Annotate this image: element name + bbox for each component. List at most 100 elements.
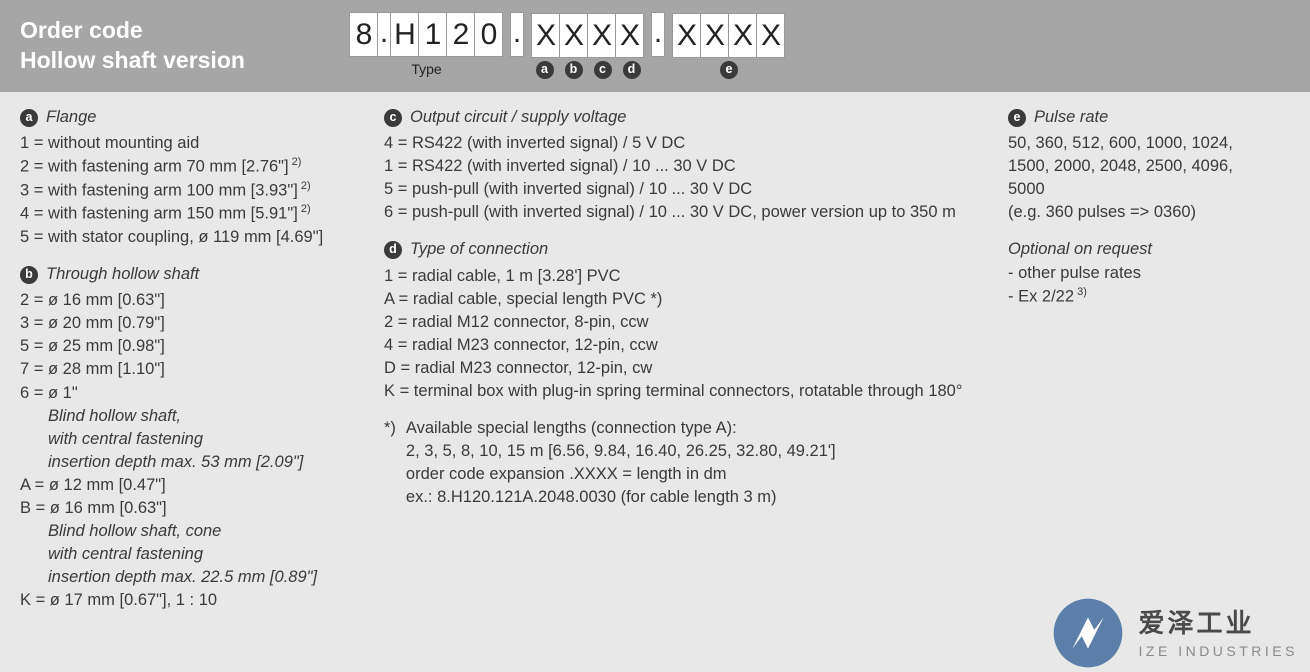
code-block-abcd: X X X X a b c d bbox=[532, 13, 644, 79]
opt-line: 4 = with fastening arm 150 mm [5.91"] 2) bbox=[20, 202, 360, 226]
badge-c-icon: c bbox=[384, 109, 402, 127]
column-middle: c Output circuit / supply voltage 4 = RS… bbox=[384, 106, 984, 612]
opt-line: 5 = push-pull (with inverted signal) / 1… bbox=[384, 178, 984, 201]
logo-en: IZE INDUSTRIES bbox=[1139, 642, 1298, 662]
note-line: insertion depth max. 53 mm [2.09"] bbox=[20, 451, 360, 474]
opt-line: D = radial M23 connector, 12-pin, cw bbox=[384, 357, 984, 380]
code-block-e: X X X X e bbox=[673, 13, 785, 79]
code-char: X bbox=[587, 13, 616, 58]
abcd-badges: a b c d bbox=[536, 61, 641, 79]
e-boxes: X X X X bbox=[673, 13, 785, 58]
note-line: with central fastening bbox=[20, 428, 360, 451]
footnote-ref: 2) bbox=[298, 203, 311, 215]
opt-line: 1 = RS422 (with inverted signal) / 10 ..… bbox=[384, 155, 984, 178]
badge-b-icon: b bbox=[20, 266, 38, 284]
note-line: insertion depth max. 22.5 mm [0.89"] bbox=[20, 566, 360, 589]
pulse-line: 1500, 2000, 2048, 2500, 4096, bbox=[1008, 155, 1288, 178]
code-char: X bbox=[728, 13, 757, 58]
footnote-ref: 3) bbox=[1074, 286, 1087, 298]
footnote-line: ex.: 8.H120.121A.2048.0030 (for cable le… bbox=[406, 486, 836, 509]
opt-line: A = ø 12 mm [0.47"] bbox=[20, 474, 360, 497]
pulse-line: (e.g. 360 pulses => 0360) bbox=[1008, 201, 1288, 224]
footnote-ref: 2) bbox=[298, 180, 311, 192]
section-d-title: Type of connection bbox=[410, 238, 548, 261]
code-sep: . bbox=[377, 12, 391, 57]
badge-d-icon: d bbox=[623, 61, 641, 79]
code-char: X bbox=[700, 13, 729, 58]
opt-line: 4 = RS422 (with inverted signal) / 5 V D… bbox=[384, 132, 984, 155]
opt-line: - Ex 2/22 3) bbox=[1008, 285, 1288, 309]
header-title: Order code Hollow shaft version bbox=[20, 16, 350, 76]
code-char: X bbox=[615, 13, 644, 58]
code-char: 0 bbox=[474, 12, 503, 57]
e-badge-row: e bbox=[720, 61, 738, 79]
code-char: X bbox=[756, 13, 785, 58]
pulse-line: 50, 360, 512, 600, 1000, 1024, bbox=[1008, 132, 1288, 155]
section-e-head: e Pulse rate bbox=[1008, 106, 1288, 129]
opt-line: 4 = radial M23 connector, 12-pin, ccw bbox=[384, 334, 984, 357]
badge-e-icon: e bbox=[720, 61, 738, 79]
footnote-line: 2, 3, 5, 8, 10, 15 m [6.56, 9.84, 16.40,… bbox=[406, 440, 836, 463]
section-e-title: Pulse rate bbox=[1034, 106, 1108, 129]
opt-line: K = ø 17 mm [0.67"], 1 : 10 bbox=[20, 589, 360, 612]
header-bar: Order code Hollow shaft version 8 . H 1 … bbox=[0, 0, 1310, 92]
logo: 爱泽工业 IZE INDUSTRIES bbox=[1049, 594, 1298, 672]
section-a-title: Flange bbox=[46, 106, 96, 129]
order-code-group: 8 . H 1 2 0 Type . X X X X a b c bbox=[350, 12, 785, 80]
opt-line: 2 = ø 16 mm [0.63"] bbox=[20, 289, 360, 312]
opt-line: 3 = ø 20 mm [0.79"] bbox=[20, 312, 360, 335]
column-left: a Flange 1 = without mounting aid 2 = wi… bbox=[20, 106, 360, 612]
badge-a-icon: a bbox=[20, 109, 38, 127]
column-right: e Pulse rate 50, 360, 512, 600, 1000, 10… bbox=[1008, 106, 1288, 612]
code-char: 1 bbox=[418, 12, 447, 57]
opt-line: 6 = ø 1" bbox=[20, 382, 360, 405]
type-boxes: 8 . H 1 2 0 bbox=[350, 12, 503, 57]
note-line: with central fastening bbox=[20, 543, 360, 566]
note-line: Blind hollow shaft, bbox=[20, 405, 360, 428]
section-d-head: d Type of connection bbox=[384, 238, 984, 261]
opt-line: B = ø 16 mm [0.63"] bbox=[20, 497, 360, 520]
pulse-line: 5000 bbox=[1008, 178, 1288, 201]
opt-line: 3 = with fastening arm 100 mm [3.93"] 2) bbox=[20, 179, 360, 203]
logo-icon bbox=[1049, 594, 1127, 672]
code-block-dot: . bbox=[511, 12, 524, 80]
opt-line: A = radial cable, special length PVC *) bbox=[384, 288, 984, 311]
opt-line: 5 = with stator coupling, ø 119 mm [4.69… bbox=[20, 226, 360, 249]
code-char: 8 bbox=[349, 12, 378, 57]
code-block-type: 8 . H 1 2 0 Type bbox=[350, 12, 503, 80]
section-b-head: b Through hollow shaft bbox=[20, 263, 360, 286]
section-a-head: a Flange bbox=[20, 106, 360, 129]
code-sep: . bbox=[651, 12, 665, 57]
section-c-head: c Output circuit / supply voltage bbox=[384, 106, 984, 129]
code-sep: . bbox=[510, 12, 524, 57]
opt-line: 6 = push-pull (with inverted signal) / 1… bbox=[384, 201, 984, 224]
code-char: X bbox=[531, 13, 560, 58]
code-char: X bbox=[559, 13, 588, 58]
code-char: X bbox=[672, 13, 701, 58]
logo-text: 爱泽工业 IZE INDUSTRIES bbox=[1139, 605, 1298, 661]
opt-line: 7 = ø 28 mm [1.10"] bbox=[20, 358, 360, 381]
content: a Flange 1 = without mounting aid 2 = wi… bbox=[0, 92, 1310, 612]
code-char: H bbox=[390, 12, 419, 57]
opt-line: 2 = radial M12 connector, 8-pin, ccw bbox=[384, 311, 984, 334]
badge-d-icon: d bbox=[384, 241, 402, 259]
section-b-title: Through hollow shaft bbox=[46, 263, 199, 286]
badge-c-icon: c bbox=[594, 61, 612, 79]
footnote-block: *) Available special lengths (connection… bbox=[384, 417, 984, 509]
code-block-dot: . bbox=[652, 12, 665, 80]
opt-line: 2 = with fastening arm 70 mm [2.76"] 2) bbox=[20, 155, 360, 179]
abcd-boxes: X X X X bbox=[532, 13, 644, 58]
opt-line: 1 = without mounting aid bbox=[20, 132, 360, 155]
code-char: 2 bbox=[446, 12, 475, 57]
section-c-title: Output circuit / supply voltage bbox=[410, 106, 626, 129]
title-line1: Order code bbox=[20, 17, 143, 43]
footnote-line: Available special lengths (connection ty… bbox=[406, 417, 836, 440]
badge-b-icon: b bbox=[565, 61, 583, 79]
badge-e-icon: e bbox=[1008, 109, 1026, 127]
badge-a-icon: a bbox=[536, 61, 554, 79]
opt-line: 1 = radial cable, 1 m [3.28'] PVC bbox=[384, 265, 984, 288]
star-marker: *) bbox=[384, 417, 396, 509]
type-label: Type bbox=[411, 60, 441, 80]
footnote-ref: 2) bbox=[289, 156, 302, 168]
title-line2: Hollow shaft version bbox=[20, 47, 245, 73]
